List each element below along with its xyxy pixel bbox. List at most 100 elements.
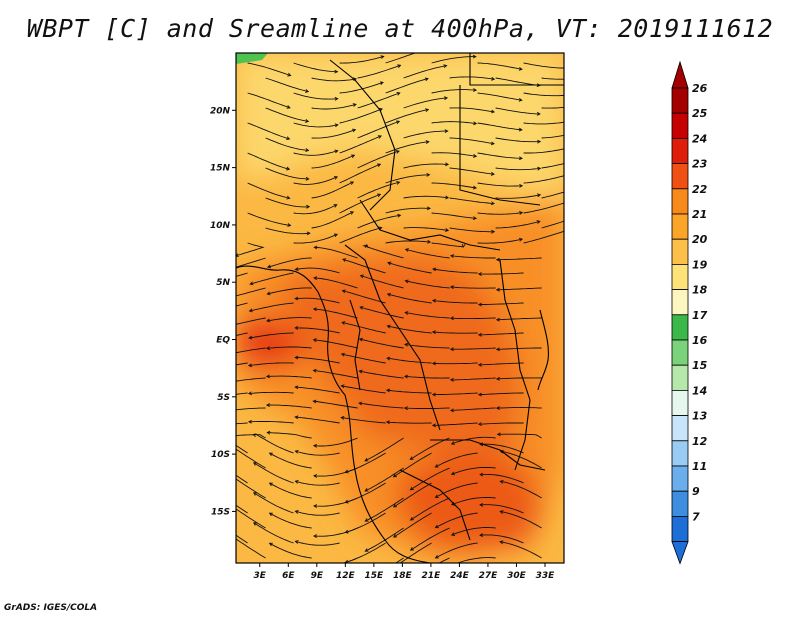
streamline [360, 275, 404, 289]
lat-tick-label: 5S [217, 393, 230, 403]
streamline [403, 130, 448, 139]
streamline [431, 212, 477, 219]
colorbar-box [671, 289, 689, 316]
colorbar-box [671, 263, 689, 290]
streamline [395, 557, 404, 563]
streamline [523, 62, 564, 69]
streamline [314, 246, 358, 259]
map-frame [235, 52, 565, 564]
streamline [451, 466, 496, 475]
streamline-arrow [393, 533, 398, 538]
streamline-arrow [286, 105, 291, 109]
streamline [313, 527, 358, 537]
streamline-arrow [450, 441, 455, 445]
streamline [410, 437, 450, 460]
streamline [248, 391, 294, 394]
streamline [247, 62, 291, 76]
streamline [496, 287, 542, 291]
streamline-arrow [427, 239, 432, 244]
streamline [313, 400, 358, 409]
streamline [541, 191, 564, 199]
streamline [404, 343, 450, 349]
streamline [341, 385, 386, 394]
streamline [236, 242, 265, 257]
streamline-arrow [313, 276, 318, 281]
streamline [253, 434, 294, 454]
streamline [495, 167, 541, 171]
streamline-arrow [294, 326, 299, 330]
streamline [313, 308, 358, 319]
colorbar-box [671, 490, 689, 517]
streamline-arrow [294, 449, 299, 454]
streamline-arrow [499, 449, 504, 454]
streamline [293, 122, 338, 128]
streamline-arrow [582, 157, 585, 160]
colorbar-label: 16 [692, 334, 708, 347]
streamline [450, 255, 496, 259]
streamline-arrow [294, 540, 299, 544]
streamline-arrow [397, 64, 402, 68]
streamline-arrow [431, 392, 436, 397]
streamline [236, 444, 248, 454]
streamline [500, 450, 542, 469]
streamline-arrow [581, 214, 584, 217]
streamline-arrow [386, 292, 391, 297]
streamline [541, 106, 564, 109]
streamline [435, 512, 478, 528]
streamline-arrow [341, 289, 346, 294]
streamline-arrow [565, 94, 568, 97]
streamline [449, 76, 495, 80]
streamline [435, 542, 478, 559]
streamline [236, 422, 248, 425]
streamline-arrow [312, 399, 317, 404]
lon-tick-label: 12E [336, 571, 356, 581]
streamline [404, 407, 450, 409]
streamline-arrow [340, 415, 345, 420]
latitude-axis: 20N 15N 10N 5N EQ 5S 10S 15S [210, 106, 236, 517]
streamline [541, 220, 564, 229]
colorbar-label: 24 [692, 132, 707, 145]
streamline [478, 302, 524, 306]
streamline-arrow [313, 534, 318, 538]
streamline [236, 504, 248, 514]
streamline-arrow [266, 430, 271, 435]
streamline-arrow [536, 193, 542, 198]
colorbar-label: 21 [692, 208, 707, 221]
streamline-arrow [495, 406, 500, 410]
streamline [313, 369, 358, 379]
streamline [236, 508, 266, 529]
streamline-arrow [434, 464, 439, 468]
streamline [431, 121, 477, 125]
streamline [265, 137, 309, 151]
lon-tick-label: 30E [507, 571, 527, 581]
streamline-arrow [204, 283, 207, 286]
streamline [495, 107, 540, 115]
streamline-arrow [583, 103, 586, 106]
streamline [293, 233, 338, 244]
streamline-arrow [495, 317, 500, 322]
streamline [236, 332, 248, 336]
streamline-arrow [286, 195, 291, 200]
streamline-arrow [377, 193, 382, 198]
streamline-arrow [294, 510, 299, 514]
streamline [478, 332, 524, 336]
streamline [523, 121, 564, 125]
streamline-arrow [396, 91, 401, 96]
streamline-arrow [358, 337, 363, 342]
streamline [478, 392, 524, 396]
streamline-arrow [425, 108, 430, 113]
colorbar-label: 11 [692, 460, 707, 473]
streamline-arrow [333, 233, 338, 238]
streamline [236, 302, 248, 307]
colorbar-bottom-arrow [671, 541, 689, 565]
streamline [478, 362, 524, 366]
streamline-arrow [386, 324, 391, 329]
streamline [386, 421, 432, 424]
streamline [247, 182, 290, 199]
streamline [236, 474, 248, 484]
streamline [450, 407, 496, 411]
streamline-arrow [461, 243, 466, 248]
streamline [357, 150, 400, 169]
streamline-arrow [450, 471, 455, 476]
streamline [403, 195, 449, 199]
